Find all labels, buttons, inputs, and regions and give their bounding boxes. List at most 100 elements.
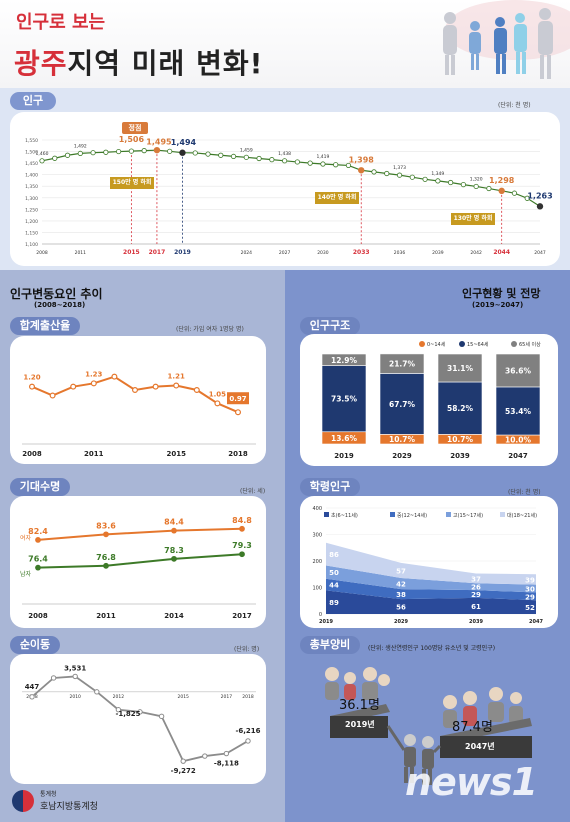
peak-badge: 정점 <box>122 122 148 134</box>
pop-point <box>141 148 147 154</box>
pop-point <box>345 162 352 169</box>
pop-x-tick: 2008 <box>36 250 48 256</box>
pop-value-label: 1,495 <box>146 138 172 147</box>
school-area-3 <box>326 542 536 585</box>
pop-x-tick: 2044 <box>493 249 510 256</box>
population-panel <box>10 112 560 266</box>
school-y-tick: 400 <box>312 506 322 512</box>
structure-bar-segment <box>321 365 367 433</box>
tfr-panel <box>10 336 266 464</box>
right-period: (2019~2047) <box>472 301 524 309</box>
life-x-tick: 2011 <box>96 612 116 620</box>
mig-value-label: -6,216 <box>235 727 260 735</box>
pop-point <box>153 146 161 154</box>
pop-point <box>358 167 365 174</box>
pop-x-tick: 2039 <box>432 250 444 256</box>
pop-value-label: 1,492 <box>74 143 87 149</box>
mig-x-tick: 2010 <box>69 694 81 700</box>
structure-value-label: 31.1% <box>447 364 474 373</box>
structure-x-tick: 2019 <box>334 452 354 460</box>
school-x-tick: 2039 <box>469 619 483 625</box>
pop-y-tick: 1,450 <box>25 161 38 167</box>
pop-point <box>435 178 441 184</box>
pop-y-tick: 1,100 <box>25 242 38 248</box>
pop-point <box>52 155 58 161</box>
structure-value-label: 67.7% <box>389 400 416 409</box>
mig-point <box>29 694 35 700</box>
pop-point <box>90 150 96 156</box>
pop-x-tick: 2027 <box>279 250 291 256</box>
school-value-label: 86 <box>329 551 339 559</box>
mig-value-label: 447 <box>25 683 40 691</box>
school-legend-label: 대(18~21세) <box>507 512 537 519</box>
structure-legend-swatch <box>419 341 425 347</box>
school-value-label: 29 <box>525 593 535 601</box>
mig-value-label: -1,825 <box>115 710 140 718</box>
school-y-tick: 300 <box>312 533 322 539</box>
tfr-line <box>31 375 239 414</box>
pop-value-label: 1,373 <box>393 165 406 171</box>
life-x-tick: 2014 <box>164 612 184 620</box>
life-value-label: 79.3 <box>232 541 252 550</box>
life-value-label: 84.8 <box>232 516 252 525</box>
structure-value-label: 53.4% <box>505 407 532 416</box>
pop-value-label: 1,349 <box>431 171 444 177</box>
pop-point <box>320 161 326 167</box>
callout-130: 130만 명 하회 <box>451 213 495 225</box>
school-legend-swatch <box>446 512 451 517</box>
school-x-tick: 2019 <box>319 619 333 625</box>
mig-line <box>31 675 249 763</box>
pop-point <box>218 152 224 158</box>
tfr-value-label: 1.05 <box>209 390 226 398</box>
pop-y-tick: 1,300 <box>25 196 38 202</box>
pop-x-tick: 2042 <box>470 250 482 256</box>
population-unit: (단위: 천 명) <box>498 102 531 109</box>
pop-x-tick: 2019 <box>174 249 191 256</box>
pop-point <box>128 148 134 154</box>
structure-x-tick: 2047 <box>508 452 528 460</box>
tfr-point <box>49 392 56 399</box>
structure-chart: 0~14세 15~64세 65세 이상 13.6% 73.5% 12.9% 2019 10.7… <box>321 341 541 460</box>
mig-x-tick: 2018 <box>242 694 254 700</box>
life-x-tick: 2008 <box>28 612 48 620</box>
school-legend-label: 고(15~17세) <box>453 512 483 519</box>
header-banner: 인구로 보는 광주지역 미래 변화! <box>0 0 570 88</box>
life-point <box>103 531 109 538</box>
structure-value-label: 58.2% <box>447 404 474 413</box>
school-value-label: 38 <box>396 591 406 599</box>
pop-y-tick: 1,250 <box>25 207 38 213</box>
pop-point <box>64 152 71 158</box>
mig-x-tick: 2012 <box>113 694 125 700</box>
mig-x-tick: 2017 <box>221 694 233 700</box>
agency-name: 호남지방통계청 <box>40 802 98 812</box>
school-legend-swatch <box>324 512 329 517</box>
dependency-unit: (단위: 생산연령인구 100명당 유소년 및 고령인구) <box>368 645 496 652</box>
tfr-point <box>193 386 200 393</box>
school-unit: (단위: 천 명) <box>508 489 541 496</box>
pop-value-label: 1,494 <box>171 138 197 147</box>
pop-point <box>230 153 237 160</box>
pop-value-label: 1,438 <box>278 151 291 157</box>
life-point <box>239 551 245 558</box>
school-x-tick: 2029 <box>394 619 408 625</box>
tfr-value-label: 1.20 <box>23 374 40 382</box>
structure-value-label: 12.9% <box>331 356 358 365</box>
tfr-pill: 합계출산율 <box>10 317 80 335</box>
life-x-tick: 2017 <box>232 612 252 620</box>
tfr-x-tick: 2018 <box>228 450 248 458</box>
pop-point <box>448 179 454 186</box>
structure-legend-label: 65세 이상 <box>519 341 541 348</box>
mig-point <box>223 750 230 757</box>
tfr-point <box>131 386 138 393</box>
pop-series-line <box>41 149 541 207</box>
life-point <box>35 537 41 543</box>
dependency-illustration <box>325 667 532 785</box>
pop-x-tick: 2017 <box>149 249 166 256</box>
mig-value-label: -8,118 <box>214 760 239 768</box>
pop-point <box>422 176 428 182</box>
header-subtitle: 인구로 보는 <box>16 12 106 33</box>
mig-value-label: 3,531 <box>64 664 86 672</box>
tfr-chart: 2008 2011 2015 2018 1.20 1.23 1.21 1.050.97 <box>22 370 256 458</box>
pop-y-tick: 1,350 <box>25 184 38 190</box>
pop-point <box>77 150 83 157</box>
